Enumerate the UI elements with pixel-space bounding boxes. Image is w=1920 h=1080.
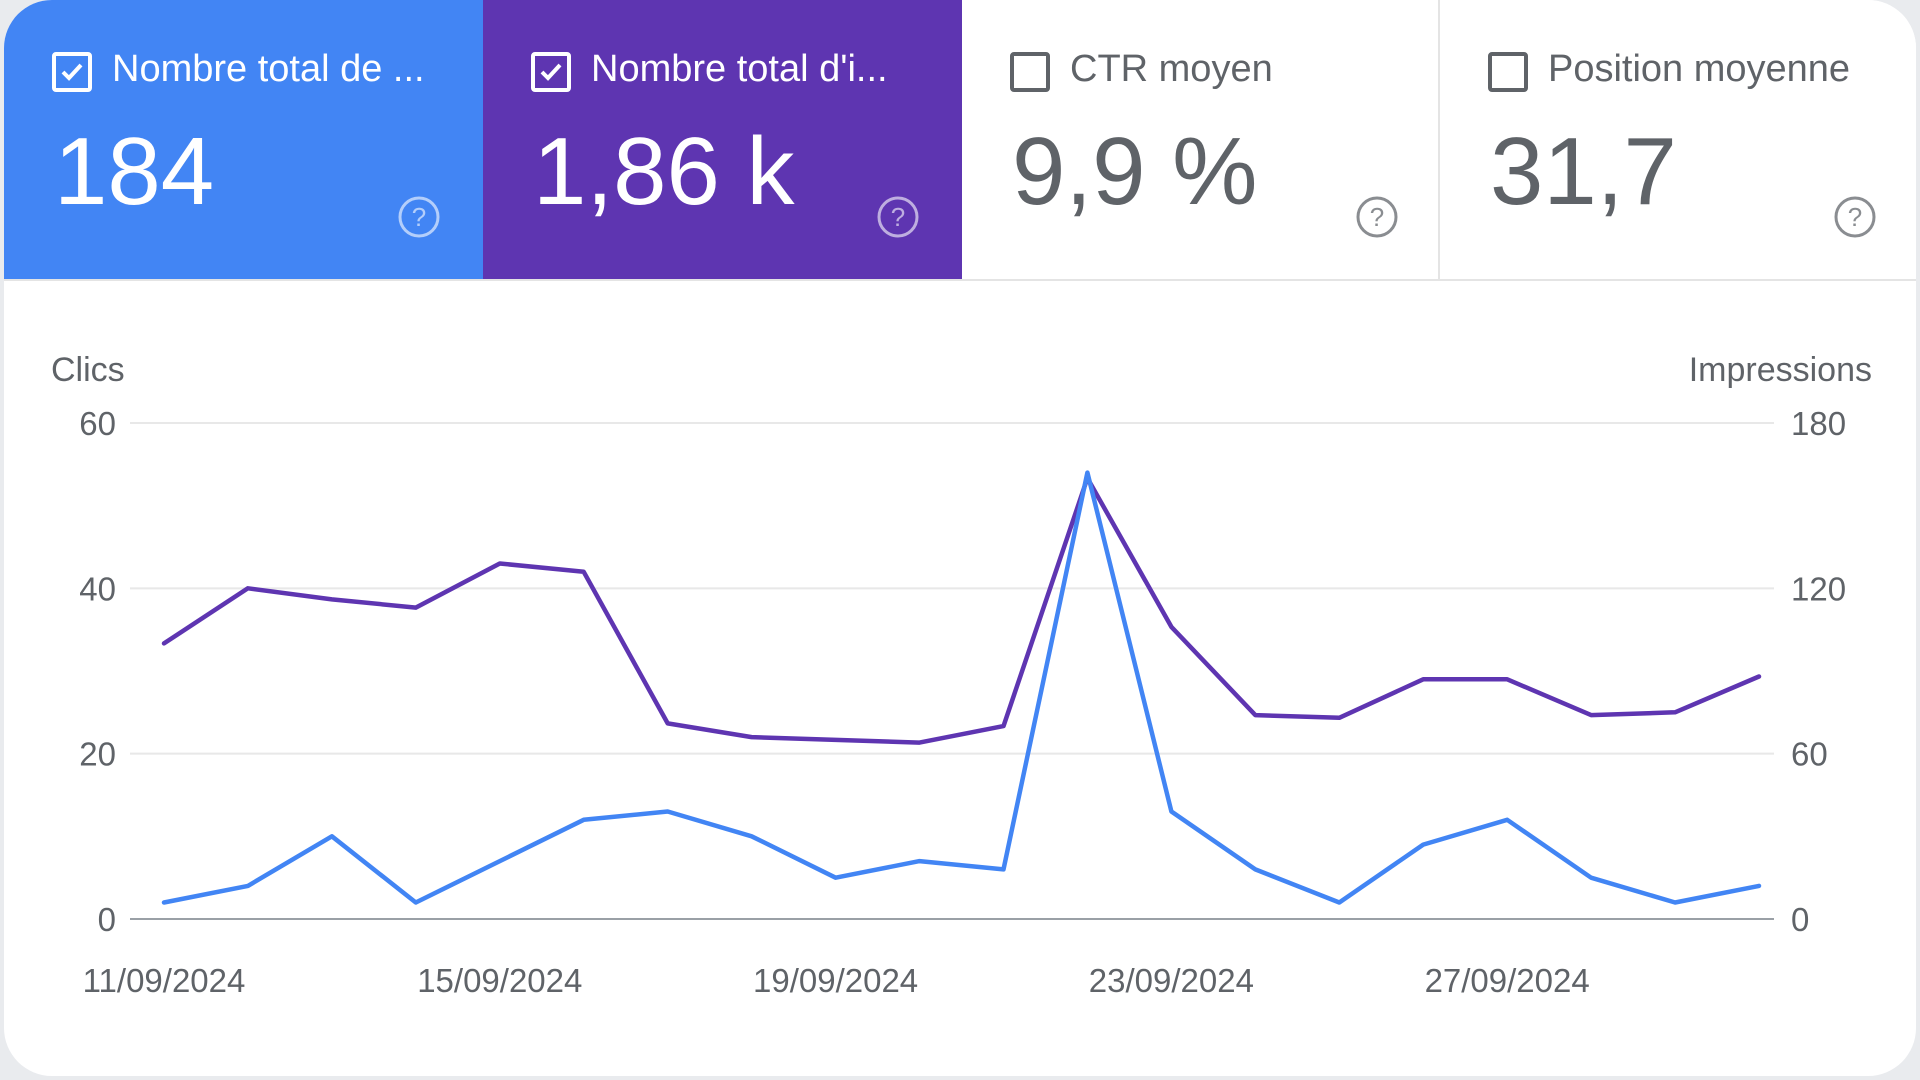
y-left-tick-label: 40 [79,570,116,607]
metric-label: CTR moyen [1070,48,1273,90]
y-right-tick-label: 180 [1791,405,1846,442]
metric-average-ctr[interactable]: CTR moyen 9,9 % ? [962,0,1440,279]
x-tick-label: 23/09/2024 [1089,962,1254,999]
checkbox-unchecked-icon[interactable] [1488,52,1528,92]
performance-chart: Clics Impressions 0 20 40 60 0 60 120 180 11/09/… [4,281,1916,1076]
checkbox-checked-icon[interactable] [531,52,571,92]
right-axis-title: Impressions [1688,351,1872,389]
metric-label: Position moyenne [1548,48,1851,90]
metric-label: Nombre total de ... [112,48,425,90]
svg-text:?: ? [891,202,905,232]
svg-text:?: ? [1370,202,1384,232]
line-chart: 0 20 40 60 0 60 120 180 11/09/2024 15/09/2024 19/0… [79,405,1846,999]
metric-value: 1,86 k [533,118,795,225]
x-tick-label: 11/09/2024 [83,962,246,999]
y-left-tick-label: 0 [98,901,116,938]
x-tick-label: 27/09/2024 [1425,962,1590,999]
x-tick-label: 15/09/2024 [417,962,582,999]
x-tick-label: 19/09/2024 [753,962,918,999]
checkbox-unchecked-icon[interactable] [1010,52,1050,92]
metric-value: 31,7 [1490,118,1677,225]
y-right-tick-label: 60 [1791,736,1828,773]
help-circle-icon[interactable]: ? [875,194,921,240]
metric-total-clicks[interactable]: Nombre total de ... 184 ? [4,0,483,279]
y-left-tick-label: 20 [79,736,116,773]
help-circle-icon[interactable]: ? [396,194,442,240]
series-line-impressions [161,475,1762,745]
help-circle-icon[interactable]: ? [1354,194,1400,240]
metric-value: 9,9 % [1012,118,1258,225]
svg-text:?: ? [412,202,426,232]
left-axis-title: Clics [51,351,125,389]
metric-label: Nombre total d'i... [591,48,888,90]
checkbox-checked-icon[interactable] [52,52,92,92]
series-line-clicks [161,470,1762,905]
y-right-tick-label: 0 [1791,901,1809,938]
y-left-tick-label: 60 [79,405,116,442]
metric-total-impressions[interactable]: Nombre total d'i... 1,86 k ? [483,0,962,279]
help-circle-icon[interactable]: ? [1832,194,1878,240]
metric-average-position[interactable]: Position moyenne 31,7 ? [1440,0,1916,279]
performance-card: Nombre total de ... 184 ? Nombre total d… [4,0,1916,1076]
svg-text:?: ? [1848,202,1862,232]
metric-value: 184 [54,118,215,225]
metric-selector: Nombre total de ... 184 ? Nombre total d… [4,0,1916,281]
y-right-tick-label: 120 [1791,570,1846,607]
